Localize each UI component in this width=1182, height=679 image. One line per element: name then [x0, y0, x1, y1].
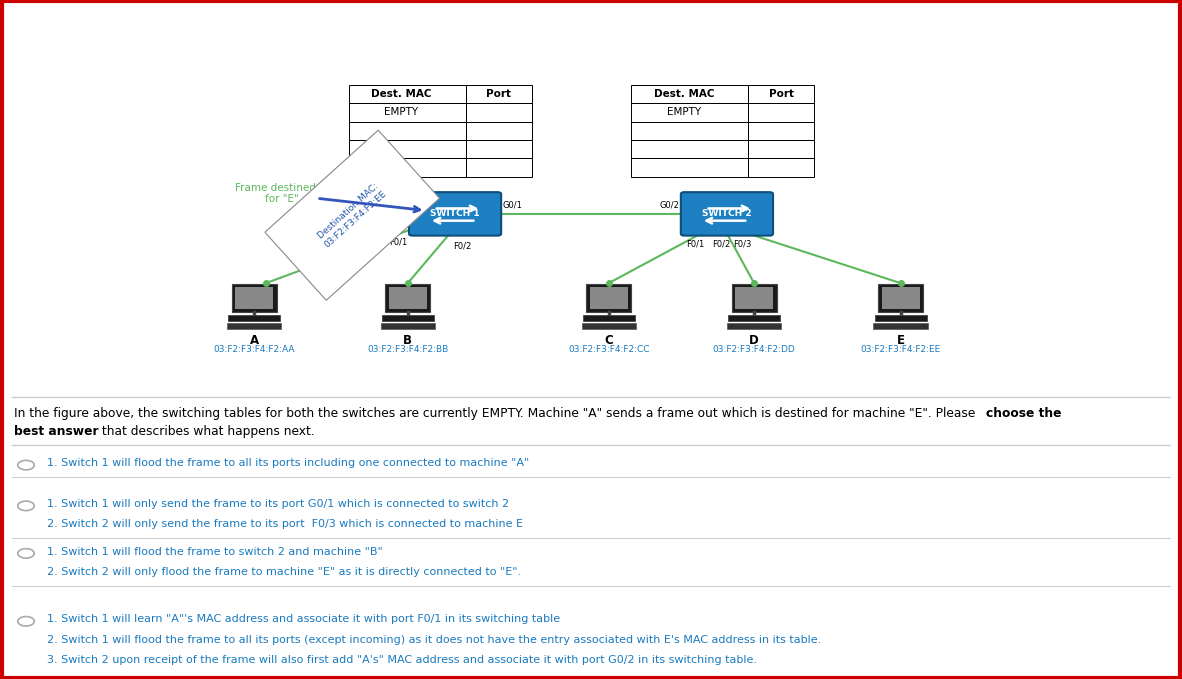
Bar	[349, 158, 466, 177]
Text: F0/2: F0/2	[453, 241, 472, 250]
Text: 4. Switch 2 will also flood the frame to all its ports (except incoming) as it d: 4. Switch 2 will also flood the frame to…	[47, 676, 847, 679]
Bar	[349, 122, 466, 140]
Text: SWITCH 2: SWITCH 2	[702, 209, 752, 219]
Text: Frame destined
    for "E": Frame destined for "E"	[235, 183, 316, 204]
Bar	[873, 323, 928, 329]
Text: Dest. MAC: Dest. MAC	[654, 89, 714, 99]
Bar	[878, 284, 923, 312]
Text: F0/1: F0/1	[389, 238, 408, 246]
Text: choose the: choose the	[986, 407, 1061, 420]
Bar	[631, 103, 748, 122]
Bar	[466, 140, 532, 158]
Text: Destination MAC:
03:F2:F3:F4:F2:EE: Destination MAC: 03:F2:F3:F4:F2:EE	[316, 181, 389, 249]
Text: G0/1: G0/1	[502, 201, 522, 210]
Text: A: A	[249, 334, 259, 347]
Text: 03:F2:F3:F4:F2:BB: 03:F2:F3:F4:F2:BB	[368, 345, 448, 354]
Bar	[631, 122, 748, 140]
Bar	[631, 85, 748, 103]
Bar	[586, 284, 631, 312]
Text: 1. Switch 1 will flood the frame to all its ports including one connected to mac: 1. Switch 1 will flood the frame to all …	[47, 458, 530, 469]
Text: In the figure above, the switching tables for both the switches are currently EM: In the figure above, the switching table…	[14, 407, 980, 420]
Bar	[735, 287, 773, 309]
Text: D: D	[749, 334, 759, 347]
Bar	[389, 287, 427, 309]
Bar	[882, 287, 920, 309]
Bar	[382, 315, 434, 321]
Bar	[728, 315, 780, 321]
Text: that describes what happens next.: that describes what happens next.	[98, 425, 314, 438]
Text: E: E	[897, 334, 904, 347]
Bar	[349, 140, 466, 158]
Bar	[582, 323, 636, 329]
Text: F0/1: F0/1	[686, 240, 704, 249]
Text: 1. Switch 1 will flood the frame to switch 2 and machine "B": 1. Switch 1 will flood the frame to swit…	[47, 547, 383, 557]
Bar	[232, 284, 277, 312]
Bar	[590, 287, 628, 309]
Bar	[748, 103, 814, 122]
Bar	[349, 103, 466, 122]
Bar	[466, 103, 532, 122]
Text: 3. Switch 2 upon receipt of the frame will also first add "A's" MAC address and : 3. Switch 2 upon receipt of the frame wi…	[47, 655, 758, 665]
Text: G0/2: G0/2	[660, 201, 680, 210]
Text: 03:F2:F3:F4:F2:EE: 03:F2:F3:F4:F2:EE	[860, 345, 941, 354]
Text: 03:F2:F3:F4:F2:CC: 03:F2:F3:F4:F2:CC	[569, 345, 649, 354]
Bar	[875, 315, 927, 321]
Bar	[349, 85, 466, 103]
Bar	[235, 287, 273, 309]
Text: 1. Switch 1 will only send the frame to its port G0/1 which is connected to swit: 1. Switch 1 will only send the frame to …	[47, 499, 509, 509]
Text: SWITCH 1: SWITCH 1	[430, 209, 480, 219]
Text: 2. Switch 2 will only flood the frame to machine "E" as it is directly connected: 2. Switch 2 will only flood the frame to…	[47, 567, 521, 577]
Bar	[466, 122, 532, 140]
Bar	[227, 323, 281, 329]
Text: EMPTY: EMPTY	[667, 107, 701, 117]
Bar	[748, 85, 814, 103]
Text: F0/3: F0/3	[733, 240, 752, 249]
Text: Dest. MAC: Dest. MAC	[371, 89, 431, 99]
FancyBboxPatch shape	[681, 192, 773, 236]
Text: best answer: best answer	[14, 425, 99, 438]
Text: F0/2: F0/2	[712, 240, 730, 249]
Bar	[631, 158, 748, 177]
Bar	[748, 140, 814, 158]
Bar	[732, 284, 777, 312]
Bar	[228, 315, 280, 321]
Bar	[385, 284, 430, 312]
FancyBboxPatch shape	[409, 192, 501, 236]
Text: B: B	[403, 334, 413, 347]
Text: 03:F2:F3:F4:F2:DD: 03:F2:F3:F4:F2:DD	[713, 345, 795, 354]
Text: C: C	[604, 334, 613, 347]
Text: 1. Switch 1 will learn "A"'s MAC address and associate it with port F0/1 in its : 1. Switch 1 will learn "A"'s MAC address…	[47, 614, 560, 625]
Text: 03:F2:F3:F4:F2:AA: 03:F2:F3:F4:F2:AA	[214, 345, 294, 354]
Text: EMPTY: EMPTY	[384, 107, 418, 117]
Bar	[381, 323, 435, 329]
Bar	[466, 158, 532, 177]
Bar	[727, 323, 781, 329]
Text: Port: Port	[487, 89, 512, 99]
Bar	[466, 85, 532, 103]
Bar	[631, 140, 748, 158]
Bar	[583, 315, 635, 321]
Text: Port: Port	[769, 89, 794, 99]
Bar	[748, 122, 814, 140]
Text: 2. Switch 2 will only send the frame to its port  F0/3 which is connected to mac: 2. Switch 2 will only send the frame to …	[47, 519, 524, 530]
Text: 2. Switch 1 will flood the frame to all its ports (except incoming) as it does n: 2. Switch 1 will flood the frame to all …	[47, 635, 821, 645]
Bar	[748, 158, 814, 177]
